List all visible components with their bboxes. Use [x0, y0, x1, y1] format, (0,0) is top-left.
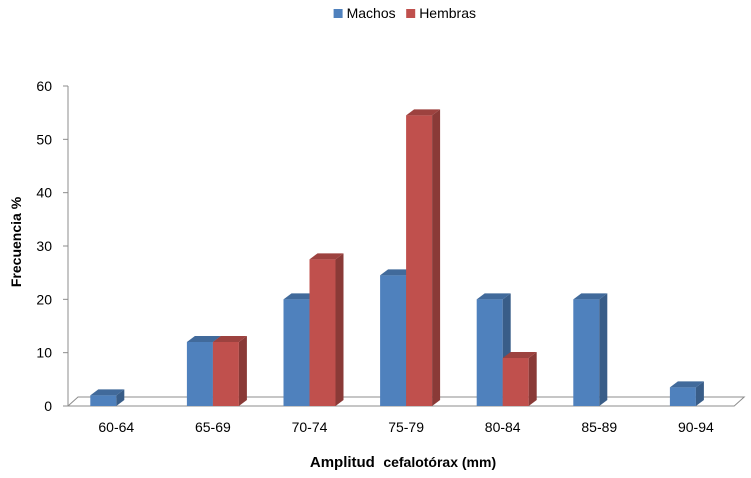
bar-front	[380, 275, 407, 406]
legend-label: Machos	[347, 5, 396, 21]
legend[interactable]: Machos Hembras	[333, 5, 476, 21]
bar	[90, 389, 125, 406]
legend-item[interactable]: Machos	[333, 5, 396, 21]
bar-front	[90, 395, 117, 406]
x-axis-tick-label: 80-84	[485, 419, 521, 435]
bar	[212, 336, 247, 406]
bar-side	[238, 336, 247, 406]
bar-top	[573, 293, 608, 300]
x-axis-tick-label: 90-94	[678, 419, 714, 435]
bar	[309, 253, 344, 406]
x-axis-label: Amplitud cefalotórax (mm)	[310, 454, 496, 471]
bar-side	[335, 253, 344, 406]
x-axis-label-main: Amplitud	[310, 454, 375, 471]
x-axis-tick-labels: 60-64 65-69 70-74 75-79 80-84 85-89 90-94	[98, 419, 714, 435]
bar-top	[309, 253, 344, 260]
bar-front	[406, 115, 433, 406]
y-axis-tick-label: 20	[36, 291, 52, 307]
bar-front	[212, 342, 239, 406]
bar-front	[283, 299, 310, 406]
bar-front	[186, 342, 213, 406]
y-axis-tick-label: 50	[36, 131, 52, 147]
bar-top	[283, 293, 318, 300]
y-axis: 0 10 20 30 40 50 60	[36, 78, 69, 414]
y-axis-tick-label: 40	[36, 185, 52, 201]
x-axis-tick-label: 65-69	[195, 419, 231, 435]
bar-top	[212, 336, 247, 342]
bars	[90, 109, 704, 406]
x-axis-tick-label: 60-64	[98, 419, 134, 435]
bar-top	[476, 293, 511, 300]
y-axis-tick-label: 0	[44, 398, 52, 414]
bar-top	[406, 109, 441, 116]
bar	[476, 293, 511, 406]
bar	[669, 381, 704, 406]
legend-label: Hembras	[419, 5, 476, 21]
bar-side	[116, 389, 125, 406]
x-axis-tick-label: 70-74	[292, 419, 328, 435]
y-axis-label: Frecuencia %	[8, 196, 24, 287]
bar-front	[502, 358, 529, 406]
bar-side	[432, 109, 441, 406]
bar-side	[599, 293, 608, 406]
bar	[573, 293, 608, 406]
bar-top	[186, 336, 221, 342]
bar-front	[669, 387, 696, 406]
x-axis-tick-label: 75-79	[388, 419, 424, 435]
bar-top	[380, 269, 415, 276]
bar-front	[309, 259, 336, 406]
legend-item[interactable]: Hembras	[406, 5, 476, 21]
bar-top	[502, 352, 537, 358]
bar-side	[695, 381, 704, 406]
y-axis-tick-label: 60	[36, 78, 52, 94]
x-axis-tick-label: 85-89	[581, 419, 617, 435]
y-axis-tick-label: 10	[36, 345, 52, 361]
bar-top	[90, 389, 125, 396]
legend-swatch	[406, 9, 416, 18]
bar-front	[476, 299, 503, 406]
bar	[406, 109, 441, 406]
bar	[502, 352, 537, 406]
legend-swatch	[333, 9, 343, 18]
bar-front	[573, 299, 600, 406]
x-axis-label-small: cefalotórax (mm)	[383, 454, 496, 470]
bar-side	[528, 352, 537, 406]
bar-top	[669, 381, 704, 388]
y-axis-tick-label: 30	[36, 238, 52, 254]
